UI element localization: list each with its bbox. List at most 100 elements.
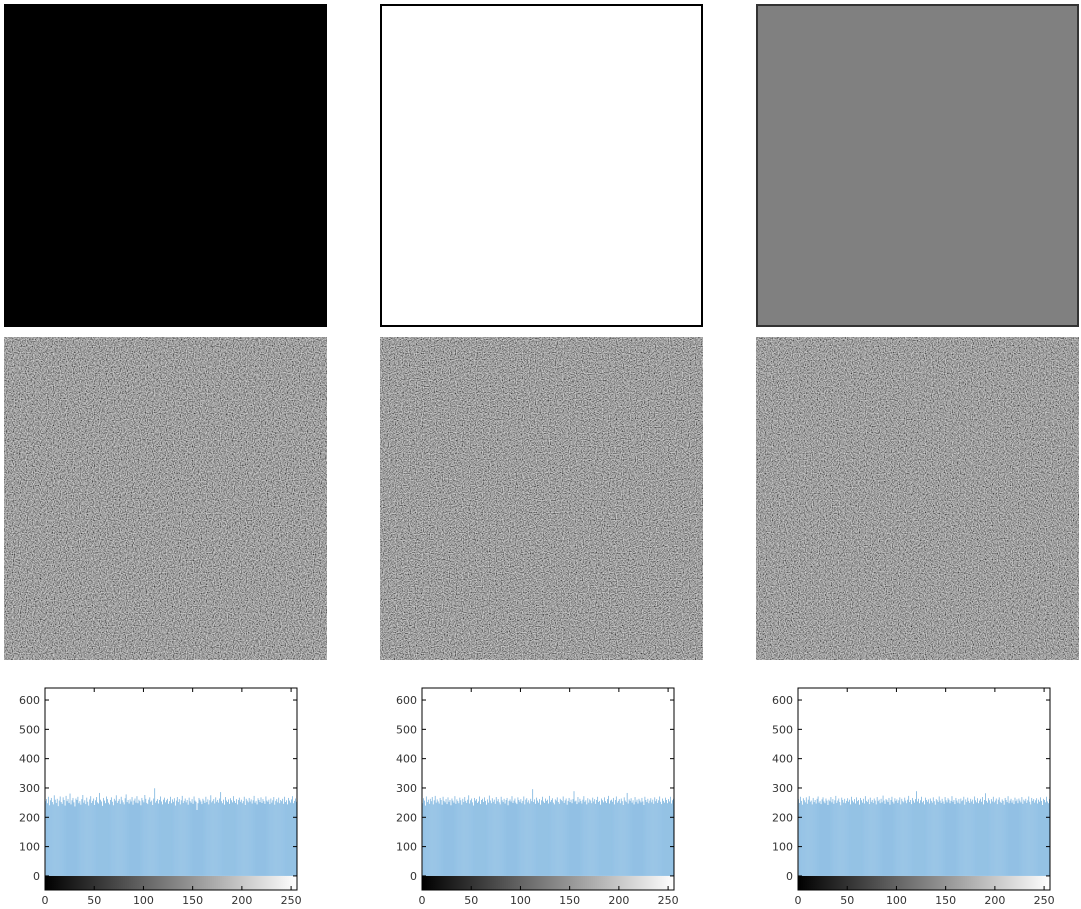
bar (185, 799, 186, 876)
bar (580, 801, 581, 876)
bar (248, 802, 249, 876)
x-tick-label: 250 (1034, 894, 1055, 907)
bar (872, 800, 873, 876)
x-tick-label: 150 (559, 894, 580, 907)
bar (970, 799, 971, 876)
bar (210, 795, 211, 876)
bar (56, 803, 57, 876)
bar (842, 800, 843, 876)
bar (80, 805, 81, 876)
bar (526, 798, 527, 876)
bar (519, 802, 520, 876)
bar (293, 803, 294, 876)
bar (878, 801, 879, 876)
bar (978, 803, 979, 876)
bar (615, 800, 616, 876)
bar (857, 801, 858, 876)
bar (581, 804, 582, 876)
bar (258, 798, 259, 876)
bar (483, 802, 484, 876)
bar (184, 801, 185, 876)
bar (606, 803, 607, 876)
bar (596, 800, 597, 876)
bar (467, 800, 468, 876)
bar (811, 801, 812, 876)
bar (873, 803, 874, 876)
bar (497, 801, 498, 876)
bar (175, 806, 176, 876)
bar (629, 799, 630, 876)
bar (864, 804, 865, 876)
bar (535, 804, 536, 876)
bar (239, 798, 240, 876)
bar (462, 799, 463, 876)
bar (495, 804, 496, 876)
bar (125, 798, 126, 876)
bar (449, 802, 450, 876)
bar (72, 800, 73, 876)
bar (1031, 798, 1032, 876)
bar (559, 804, 560, 876)
bar (582, 800, 583, 876)
bar (261, 797, 262, 876)
bar (853, 802, 854, 876)
bar (830, 797, 831, 876)
bar (182, 796, 183, 876)
bar (82, 795, 83, 876)
bar (906, 803, 907, 876)
bar (136, 803, 137, 876)
y-tick-label: 100 (19, 841, 40, 854)
bar (238, 800, 239, 876)
bar (990, 804, 991, 876)
bar (916, 791, 917, 876)
bar (898, 800, 899, 876)
bar (891, 800, 892, 876)
bar (241, 800, 242, 876)
bar (289, 801, 290, 876)
bar (515, 799, 516, 876)
bar (904, 798, 905, 876)
bar (523, 796, 524, 875)
bar (892, 797, 893, 876)
bar (979, 801, 980, 876)
bar (177, 797, 178, 876)
bar (1029, 802, 1030, 876)
bar (58, 806, 59, 876)
bar (938, 802, 939, 876)
bar (1036, 798, 1037, 876)
bar (223, 800, 224, 876)
bar (68, 799, 69, 876)
bar (228, 799, 229, 876)
bar (866, 801, 867, 876)
bar (172, 799, 173, 876)
bar (1018, 803, 1019, 876)
x-tick-label: 0 (795, 894, 802, 907)
bar (525, 800, 526, 876)
bar (625, 801, 626, 876)
y-tick-label: 200 (19, 811, 40, 824)
x-tick-label: 150 (935, 894, 956, 907)
bar (658, 800, 659, 876)
bar (826, 799, 827, 876)
bar (209, 800, 210, 876)
bar (649, 801, 650, 876)
bar (91, 803, 92, 876)
bar (1008, 796, 1009, 876)
y-tick-label: 100 (772, 841, 793, 854)
bar (981, 802, 982, 876)
bar (496, 797, 497, 876)
bar (454, 803, 455, 876)
bar (426, 796, 427, 875)
bar (149, 797, 150, 876)
bar (1023, 800, 1024, 876)
bar (893, 802, 894, 876)
bar (192, 799, 193, 876)
page: 0100200300400500600050100150200250010020… (0, 0, 1081, 909)
y-tick-label: 500 (396, 723, 417, 736)
bar (254, 796, 255, 876)
bar (141, 798, 142, 876)
bar (233, 796, 234, 876)
bar (907, 800, 908, 876)
bar (993, 797, 994, 876)
bar (563, 796, 564, 875)
